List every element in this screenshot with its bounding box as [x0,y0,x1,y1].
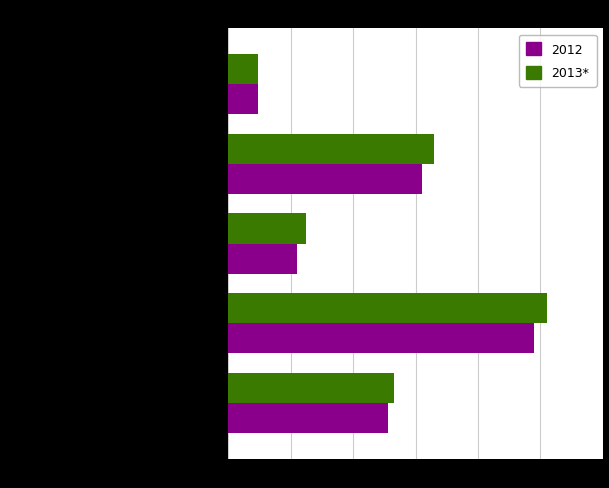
Bar [228,244,297,274]
Bar [228,55,258,85]
Bar [228,293,547,324]
Bar [228,134,434,164]
Bar [228,85,258,115]
Bar [228,164,422,195]
Bar [228,214,306,244]
Bar [228,324,534,354]
Bar [228,403,387,433]
Legend: 2012, 2013*: 2012, 2013* [519,36,597,88]
Bar [228,373,394,403]
